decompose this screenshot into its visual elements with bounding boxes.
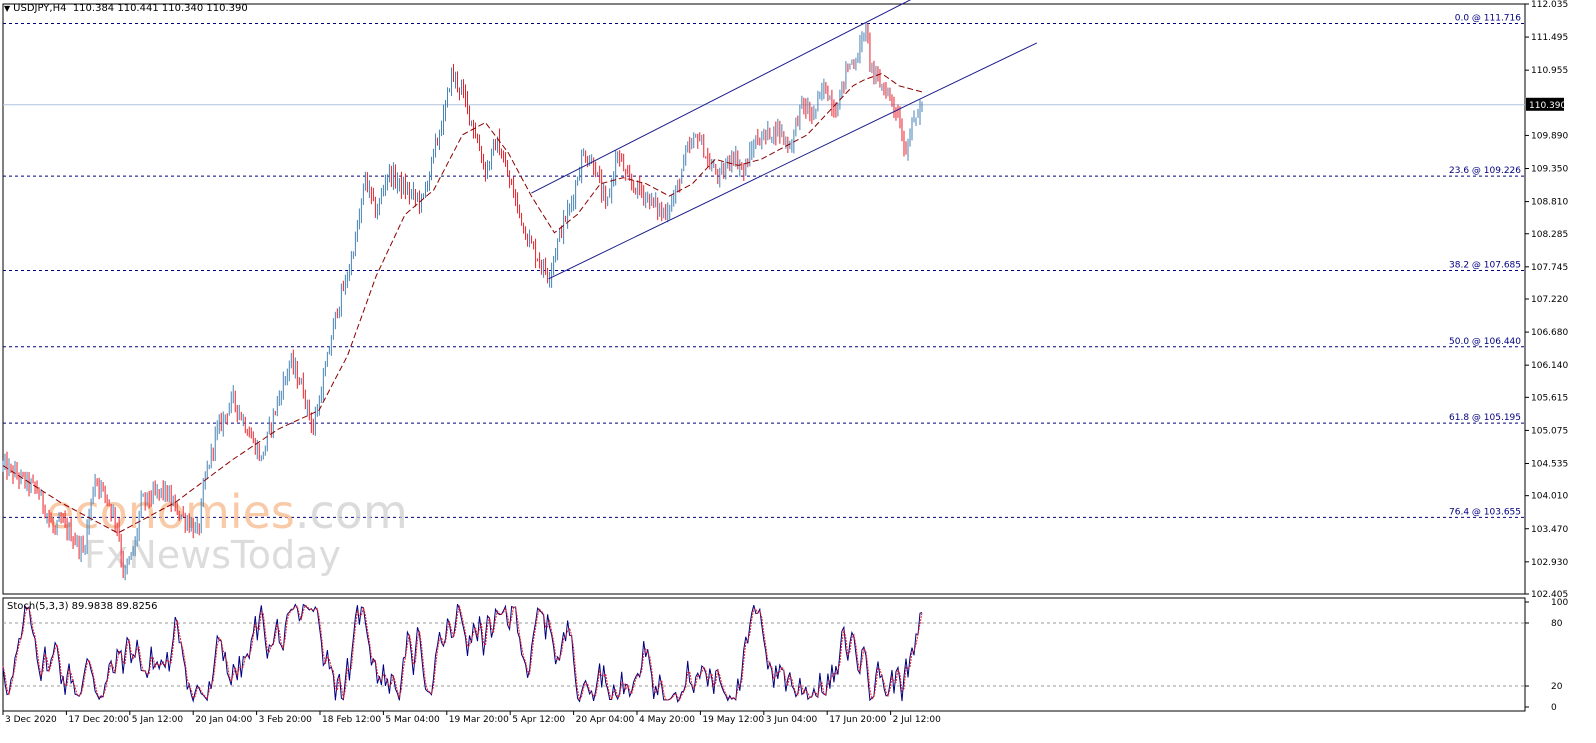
price-tick-label-8: 107.745: [1531, 263, 1568, 273]
watermark-fxnewstoday: FxNewsToday: [84, 533, 341, 577]
stoch-tick-label-0: 100: [1551, 598, 1568, 608]
time-tick-label-6: 5 Mar 04:00: [385, 715, 440, 725]
fib-label-1: 23.6 @ 109.226: [1449, 166, 1521, 176]
price-tick-label-11: 106.140: [1531, 361, 1568, 371]
fib-label-0: 0.0 @ 111.716: [1455, 14, 1522, 24]
price-tick-label-12: 105.615: [1531, 393, 1568, 403]
fib-label-2: 38.2 @ 107.685: [1449, 261, 1521, 271]
price-tick-label-2: 110.955: [1531, 66, 1568, 76]
watermark: economies.com FxNewsToday: [46, 485, 408, 577]
price-tick-label-17: 102.930: [1531, 558, 1568, 568]
fib-label-5: 76.4 @ 103.655: [1449, 507, 1521, 517]
price-grid-layer: 0.0 @ 111.716 23.6 @ 109.226 38.2 @ 107.68…: [2, 3, 1526, 712]
channel-lower-line: [548, 97, 923, 280]
price-tick-label-6: 108.810: [1531, 198, 1568, 208]
price-tick-label-7: 108.285: [1531, 230, 1568, 240]
watermark-economies: economies.com: [46, 485, 408, 539]
ohlc-label: 110.384 110.441 110.340 110.390: [72, 3, 248, 14]
symbol-label: USDJPY,H4: [13, 3, 67, 14]
price-tick-label-18: 102.405: [1531, 590, 1568, 600]
current-price-box: [1526, 97, 1564, 111]
time-tick-label-4: 3 Feb 20:00: [259, 715, 313, 725]
axes-layer: 112.035 111.495 110.955 109.890 109.350 108.8…: [2, 0, 1568, 725]
channel-upper-line: [531, 0, 912, 194]
stoch-tick-label-1: 80: [1551, 619, 1563, 629]
time-tick-label-0: 3 Dec 2020: [5, 715, 57, 725]
channel-extension-line: [921, 42, 1038, 99]
time-tick-label-12: 3 Jun 04:00: [766, 715, 818, 725]
time-tick-label-3: 20 Jan 04:00: [195, 715, 252, 725]
overlay-layer: [2, 0, 1038, 534]
moving-average-line: [2, 72, 923, 534]
time-tick-label-11: 19 May 12:00: [702, 715, 764, 725]
watermark-word-economies: economies: [46, 485, 295, 539]
stoch-tick-label-2: 20: [1551, 682, 1563, 692]
stoch-main-line: [2, 603, 923, 704]
time-tick-label-2: 5 Jan 12:00: [132, 715, 184, 725]
stoch-layer: [2, 603, 1525, 704]
stoch-panel-frame: [2, 597, 1526, 712]
fib-label-3: 50.0 @ 106.440: [1449, 337, 1521, 347]
price-tick-label-15: 104.010: [1531, 492, 1568, 502]
time-tick-label-9: 20 Apr 04:00: [576, 715, 635, 725]
price-tick-label-4: 109.890: [1531, 131, 1568, 141]
time-tick-label-14: 2 Jul 12:00: [893, 715, 942, 725]
price-tick-label-16: 103.470: [1531, 525, 1568, 535]
time-tick-label-5: 18 Feb 12:00: [322, 715, 381, 725]
stoch-title: Stoch(5,3,3) 89.9838 89.8256: [7, 601, 158, 612]
stoch-signal-line: [2, 604, 923, 702]
price-tick-label-14: 104.535: [1531, 460, 1568, 470]
chart-header: ▼ USDJPY,H4 110.384 110.441 110.340 110.3…: [4, 3, 248, 14]
fib-label-4: 61.8 @ 105.195: [1449, 413, 1521, 423]
current-price-label: 110.390: [1529, 101, 1566, 111]
price-tick-label-0: 112.035: [1531, 0, 1568, 10]
price-tick-label-5: 109.350: [1531, 165, 1568, 175]
time-tick-label-10: 4 May 20:00: [639, 715, 695, 725]
price-tick-label-10: 106.680: [1531, 328, 1568, 338]
candles-layer: [2, 22, 923, 581]
price-tick-label-1: 111.495: [1531, 33, 1568, 43]
time-tick-label-7: 19 Mar 20:00: [449, 715, 509, 725]
time-tick-label-13: 17 Jun 20:00: [829, 715, 886, 725]
time-tick-label-8: 5 Apr 12:00: [512, 715, 565, 725]
price-tick-label-13: 105.075: [1531, 426, 1568, 436]
watermark-word-com: .com: [295, 485, 408, 539]
dropdown-triangle-icon[interactable]: ▼: [4, 4, 11, 13]
time-tick-label-1: 17 Dec 20:00: [68, 715, 129, 725]
stoch-tick-label-3: 0: [1551, 703, 1557, 713]
price-tick-label-9: 107.220: [1531, 295, 1568, 305]
